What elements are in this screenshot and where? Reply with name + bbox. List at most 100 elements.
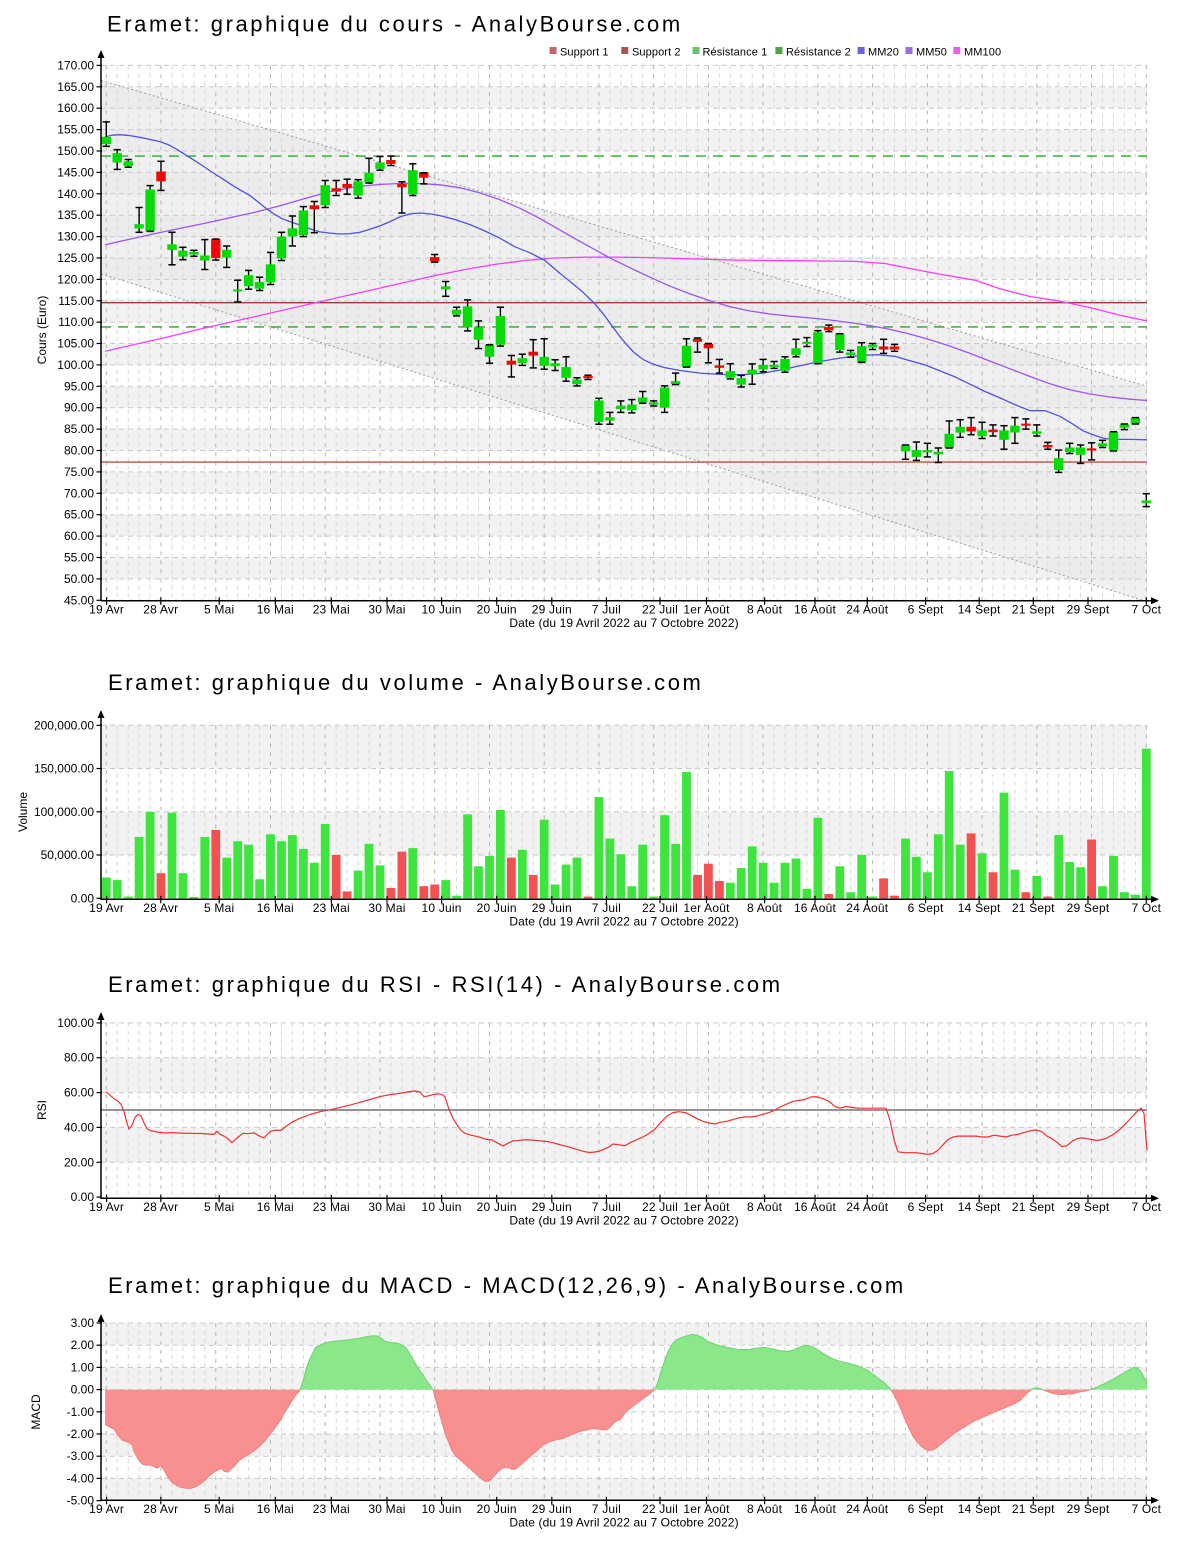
svg-text:8 Août: 8 Août bbox=[747, 1502, 783, 1516]
svg-text:14 Sept: 14 Sept bbox=[958, 1200, 1001, 1214]
svg-text:6 Sept: 6 Sept bbox=[908, 1200, 944, 1214]
svg-text:19 Avr: 19 Avr bbox=[89, 901, 124, 915]
svg-text:Eramet: graphique du volume -: Eramet: graphique du volume - AnalyBours… bbox=[108, 670, 703, 695]
svg-text:85.00: 85.00 bbox=[64, 422, 94, 436]
svg-text:1er Août: 1er Août bbox=[683, 1502, 730, 1516]
svg-text:22 Juil: 22 Juil bbox=[642, 603, 678, 617]
svg-text:8 Août: 8 Août bbox=[747, 1200, 783, 1214]
svg-text:Cours (Euro): Cours (Euro) bbox=[35, 296, 49, 365]
svg-text:Support 1: Support 1 bbox=[560, 47, 609, 59]
svg-text:-1.00: -1.00 bbox=[67, 1405, 95, 1419]
svg-text:29 Sept: 29 Sept bbox=[1067, 1200, 1110, 1214]
svg-text:23 Mai: 23 Mai bbox=[313, 1502, 350, 1516]
svg-text:19 Avr: 19 Avr bbox=[89, 1502, 124, 1516]
svg-text:22 Juil: 22 Juil bbox=[642, 1200, 678, 1214]
svg-text:0.00: 0.00 bbox=[71, 1383, 95, 1397]
svg-text:23 Mai: 23 Mai bbox=[313, 603, 350, 617]
svg-text:165.00: 165.00 bbox=[57, 80, 94, 94]
svg-text:16 Mai: 16 Mai bbox=[257, 901, 294, 915]
svg-text:Eramet: graphique du MACD - MA: Eramet: graphique du MACD - MACD(12,26,9… bbox=[108, 1273, 906, 1298]
svg-text:29 Juin: 29 Juin bbox=[532, 901, 572, 915]
svg-text:24 Août: 24 Août bbox=[846, 901, 889, 915]
svg-text:29 Sept: 29 Sept bbox=[1067, 1502, 1110, 1516]
svg-text:80.00: 80.00 bbox=[64, 444, 94, 458]
svg-text:19 Avr: 19 Avr bbox=[89, 603, 124, 617]
svg-text:70.00: 70.00 bbox=[64, 486, 94, 500]
svg-text:40.00: 40.00 bbox=[64, 1120, 94, 1134]
svg-text:28 Avr: 28 Avr bbox=[143, 603, 178, 617]
svg-text:115.00: 115.00 bbox=[58, 294, 94, 308]
svg-text:16 Août: 16 Août bbox=[794, 901, 837, 915]
svg-text:23 Mai: 23 Mai bbox=[313, 1200, 350, 1214]
svg-text:22 Juil: 22 Juil bbox=[642, 1502, 678, 1516]
svg-text:30 Mai: 30 Mai bbox=[368, 603, 405, 617]
svg-text:MM20: MM20 bbox=[868, 47, 899, 59]
svg-text:7 Oct: 7 Oct bbox=[1131, 1200, 1161, 1214]
svg-text:10 Juin: 10 Juin bbox=[422, 901, 462, 915]
svg-text:16 Mai: 16 Mai bbox=[257, 1200, 294, 1214]
svg-text:5 Mai: 5 Mai bbox=[204, 901, 234, 915]
svg-text:45.00: 45.00 bbox=[64, 593, 94, 607]
svg-text:55.00: 55.00 bbox=[64, 551, 94, 565]
svg-text:21 Sept: 21 Sept bbox=[1012, 901, 1055, 915]
svg-text:7 Oct: 7 Oct bbox=[1131, 1502, 1161, 1516]
svg-text:1er Août: 1er Août bbox=[683, 603, 730, 617]
svg-text:28 Avr: 28 Avr bbox=[143, 1200, 178, 1214]
svg-text:29 Sept: 29 Sept bbox=[1067, 901, 1110, 915]
svg-text:MM100: MM100 bbox=[964, 47, 1001, 59]
svg-text:Eramet: graphique du cours - A: Eramet: graphique du cours - AnalyBourse… bbox=[107, 12, 683, 37]
svg-text:19 Avr: 19 Avr bbox=[89, 1200, 124, 1214]
svg-text:Date (du 19 Avril 2022 au 7 Oc: Date (du 19 Avril 2022 au 7 Octobre 2022… bbox=[509, 915, 738, 929]
svg-text:30 Mai: 30 Mai bbox=[368, 901, 405, 915]
svg-text:14 Sept: 14 Sept bbox=[958, 1502, 1001, 1516]
svg-text:20 Juin: 20 Juin bbox=[477, 603, 517, 617]
svg-text:24 Août: 24 Août bbox=[846, 1200, 889, 1214]
svg-text:10 Juin: 10 Juin bbox=[422, 1502, 462, 1516]
svg-text:24 Août: 24 Août bbox=[846, 1502, 889, 1516]
svg-text:Date (du 19 Avril 2022 au 7 Oc: Date (du 19 Avril 2022 au 7 Octobre 2022… bbox=[509, 1214, 738, 1228]
svg-text:22 Juil: 22 Juil bbox=[642, 901, 678, 915]
svg-text:10 Juin: 10 Juin bbox=[422, 1200, 462, 1214]
svg-text:MACD: MACD bbox=[29, 1394, 43, 1430]
svg-text:160.00: 160.00 bbox=[57, 101, 94, 115]
svg-text:120.00: 120.00 bbox=[57, 272, 94, 286]
svg-text:29 Juin: 29 Juin bbox=[532, 603, 572, 617]
svg-text:5 Mai: 5 Mai bbox=[204, 1200, 234, 1214]
svg-text:Support 2: Support 2 bbox=[632, 47, 681, 59]
svg-text:5 Mai: 5 Mai bbox=[204, 603, 234, 617]
svg-text:7 Juil: 7 Juil bbox=[592, 603, 621, 617]
svg-text:Volume: Volume bbox=[16, 792, 30, 832]
svg-text:28 Avr: 28 Avr bbox=[143, 901, 178, 915]
svg-text:90.00: 90.00 bbox=[64, 401, 94, 415]
svg-text:1er Août: 1er Août bbox=[683, 1200, 730, 1214]
svg-text:50.00: 50.00 bbox=[64, 572, 94, 586]
svg-text:-2.00: -2.00 bbox=[67, 1427, 95, 1441]
svg-text:21 Sept: 21 Sept bbox=[1012, 1200, 1055, 1214]
svg-text:16 Août: 16 Août bbox=[794, 603, 837, 617]
svg-text:14 Sept: 14 Sept bbox=[958, 603, 1001, 617]
svg-text:RSI: RSI bbox=[35, 1100, 49, 1120]
svg-text:7 Oct: 7 Oct bbox=[1131, 901, 1161, 915]
svg-text:8 Août: 8 Août bbox=[747, 603, 783, 617]
svg-text:28 Avr: 28 Avr bbox=[143, 1502, 178, 1516]
svg-text:-4.00: -4.00 bbox=[67, 1471, 95, 1485]
svg-text:100.00: 100.00 bbox=[57, 1016, 94, 1030]
svg-text:MM50: MM50 bbox=[916, 47, 947, 59]
svg-text:7 Oct: 7 Oct bbox=[1131, 603, 1161, 617]
svg-text:0.00: 0.00 bbox=[71, 1190, 95, 1204]
svg-text:8 Août: 8 Août bbox=[747, 901, 783, 915]
svg-text:6 Sept: 6 Sept bbox=[908, 901, 944, 915]
svg-text:105.00: 105.00 bbox=[57, 337, 94, 351]
svg-text:10 Juin: 10 Juin bbox=[422, 603, 462, 617]
svg-text:30 Mai: 30 Mai bbox=[368, 1502, 405, 1516]
svg-text:16 Mai: 16 Mai bbox=[257, 1502, 294, 1516]
svg-text:14 Sept: 14 Sept bbox=[958, 901, 1001, 915]
svg-text:0.00: 0.00 bbox=[71, 891, 95, 905]
svg-text:130.00: 130.00 bbox=[57, 230, 94, 244]
svg-text:-3.00: -3.00 bbox=[67, 1449, 95, 1463]
svg-text:Résistance 2: Résistance 2 bbox=[786, 47, 851, 59]
svg-text:125.00: 125.00 bbox=[57, 251, 94, 265]
svg-text:20 Juin: 20 Juin bbox=[477, 1502, 517, 1516]
svg-text:145.00: 145.00 bbox=[57, 165, 94, 179]
svg-text:75.00: 75.00 bbox=[64, 465, 94, 479]
